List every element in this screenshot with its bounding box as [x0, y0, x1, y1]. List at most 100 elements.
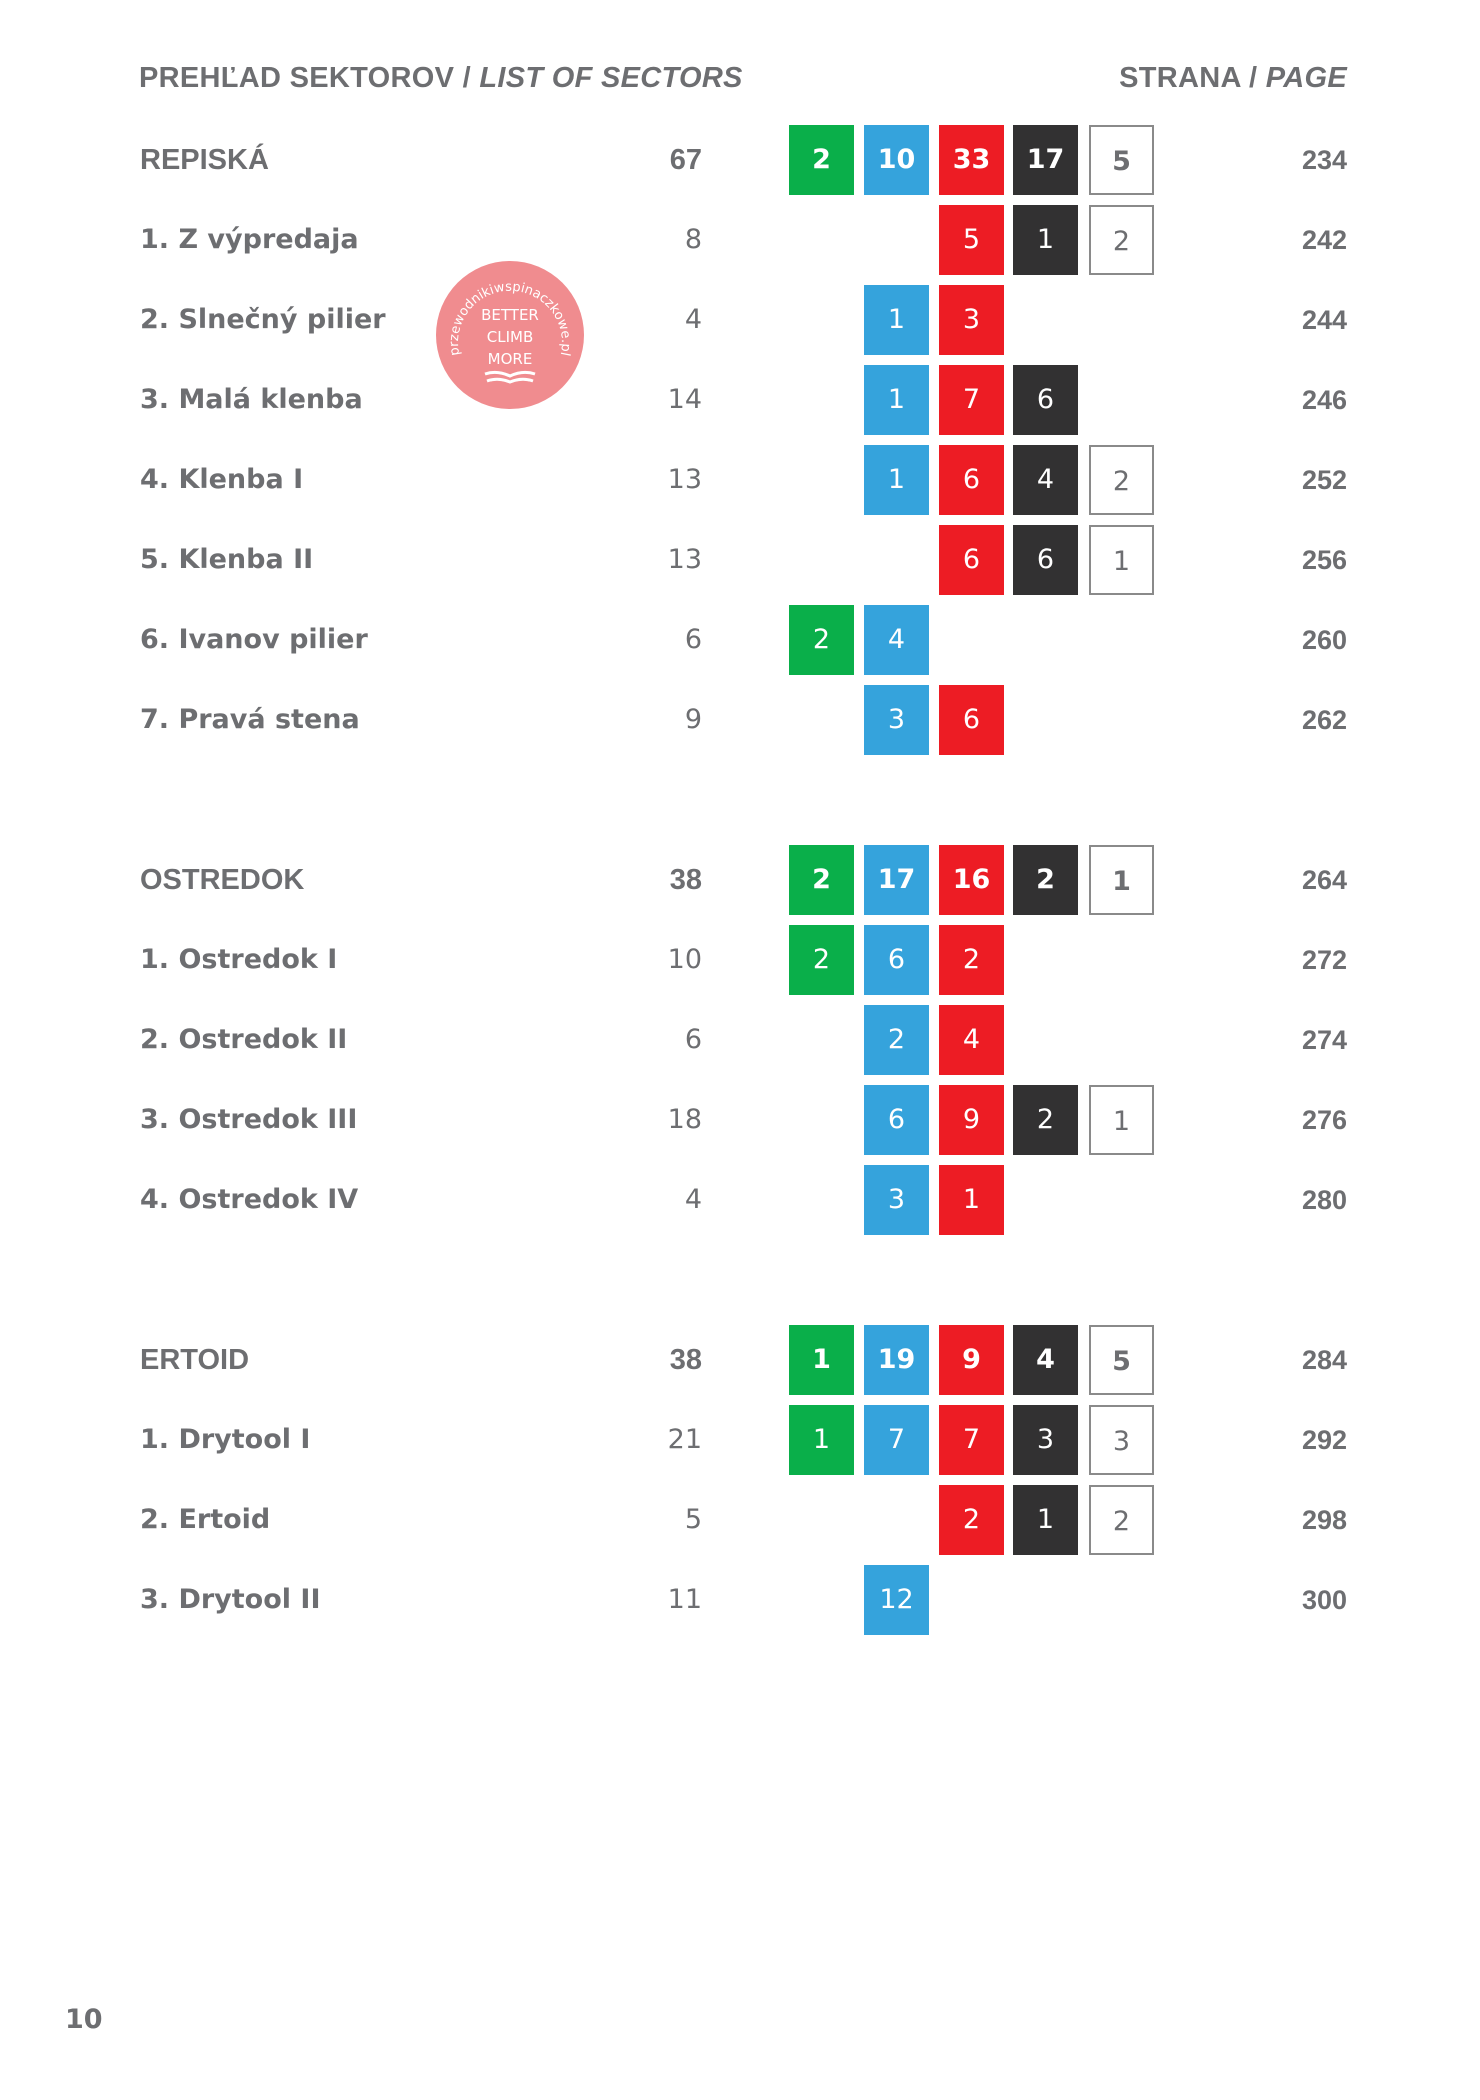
grade-box-white: 5 — [1089, 1325, 1154, 1395]
grade-box-red: 4 — [939, 1005, 1004, 1075]
grade-box-blue: 1 — [864, 445, 929, 515]
sector-row: 2. Ostredok II 6 2 4 274 — [0, 1005, 1480, 1075]
grade-box-black: 2 — [1013, 1085, 1078, 1155]
grade-box-black: 17 — [1013, 125, 1078, 195]
page-ref: 264 — [1301, 865, 1347, 895]
grade-box-red: 5 — [939, 205, 1004, 275]
route-count: 6 — [684, 624, 702, 655]
route-count: 10 — [667, 944, 702, 975]
grade-box-blue: 3 — [864, 1165, 929, 1235]
page-header-separator: / — [1249, 62, 1258, 94]
open-book-icon — [484, 370, 536, 384]
logo-circle — [436, 261, 584, 409]
grade-box-blue: 17 — [864, 845, 929, 915]
grade-box-red: 6 — [939, 445, 1004, 515]
grade-box-black: 6 — [1013, 365, 1078, 435]
page-column-header: STRANA / PAGE — [1119, 62, 1347, 95]
sector-name: 2. Slnečný pilier — [140, 304, 386, 335]
sector-name: 6. Ivanov pilier — [140, 624, 368, 655]
sector-name: 3. Malá klenba — [140, 384, 363, 415]
page-ref: 252 — [1301, 465, 1347, 495]
grade-box-red: 16 — [939, 845, 1004, 915]
sector-row: 3. Drytool II 11 12 300 — [0, 1565, 1480, 1635]
grade-box-red: 7 — [939, 1405, 1004, 1475]
grade-box-blue: 6 — [864, 1085, 929, 1155]
section-row: ERTOID 38 1 19 9 4 5 284 — [0, 1325, 1480, 1395]
sector-row: 7. Pravá stena 9 3 6 262 — [0, 685, 1480, 755]
grade-box-blue: 3 — [864, 685, 929, 755]
grade-box-white: 2 — [1089, 205, 1154, 275]
grade-box-red: 9 — [939, 1325, 1004, 1395]
grade-box-black: 1 — [1013, 1485, 1078, 1555]
route-count: 6 — [684, 1024, 702, 1055]
page-ref: 234 — [1301, 145, 1347, 175]
grade-box-red: 33 — [939, 125, 1004, 195]
grade-box-white: 1 — [1089, 845, 1154, 915]
sector-name: 5. Klenba II — [140, 544, 314, 575]
sector-name: 2. Ertoid — [140, 1504, 271, 1535]
grade-box-red: 1 — [939, 1165, 1004, 1235]
grade-box-red: 3 — [939, 285, 1004, 355]
sector-row: 3. Malá klenba 14 1 7 6 246 — [0, 365, 1480, 435]
route-count: 4 — [684, 1184, 702, 1215]
grade-box-black: 4 — [1013, 445, 1078, 515]
section-name: OSTREDOK — [140, 864, 305, 896]
grade-box-red: 6 — [939, 685, 1004, 755]
sector-name: 1. Z výpredaja — [140, 224, 359, 255]
sector-row: 6. Ivanov pilier 6 2 4 260 — [0, 605, 1480, 675]
page-ref: 260 — [1301, 625, 1347, 655]
grade-box-red: 2 — [939, 1485, 1004, 1555]
page-ref: 246 — [1301, 385, 1347, 415]
route-count: 11 — [667, 1584, 702, 1615]
route-count: 4 — [684, 304, 702, 335]
page-ref: 274 — [1301, 1025, 1347, 1055]
title-separator: / — [462, 62, 471, 94]
sector-row: 5. Klenba II 13 6 6 1 256 — [0, 525, 1480, 595]
page-ref: 276 — [1301, 1105, 1347, 1135]
section-row: REPISKÁ 67 2 10 33 17 5 234 — [0, 125, 1480, 195]
page-header-en: PAGE — [1265, 62, 1347, 94]
grade-box-black: 1 — [1013, 205, 1078, 275]
sector-name: 3. Drytool II — [140, 1584, 321, 1615]
page-ref: 284 — [1301, 1345, 1347, 1375]
page-ref: 292 — [1301, 1425, 1347, 1455]
grade-box-red: 7 — [939, 365, 1004, 435]
grade-box-white: 5 — [1089, 125, 1154, 195]
sector-name: 1. Ostredok I — [140, 944, 338, 975]
grade-box-green: 2 — [789, 125, 854, 195]
grade-box-green: 1 — [789, 1405, 854, 1475]
grade-box-blue: 4 — [864, 605, 929, 675]
grade-box-white: 3 — [1089, 1405, 1154, 1475]
page-ref: 242 — [1301, 225, 1347, 255]
sector-row: 3. Ostredok III 18 6 9 2 1 276 — [0, 1085, 1480, 1155]
route-count: 5 — [684, 1504, 702, 1535]
grade-box-green: 2 — [789, 845, 854, 915]
sector-name: 2. Ostredok II — [140, 1024, 348, 1055]
page-ref: 300 — [1301, 1585, 1347, 1615]
sector-row: 1. Ostredok I 10 2 6 2 272 — [0, 925, 1480, 995]
route-count: 14 — [667, 384, 702, 415]
page-ref: 272 — [1301, 945, 1347, 975]
grade-box-blue: 7 — [864, 1405, 929, 1475]
page-ref: 262 — [1301, 705, 1347, 735]
grade-box-blue: 1 — [864, 285, 929, 355]
logo-line: BETTER — [481, 306, 539, 324]
grade-box-white: 2 — [1089, 445, 1154, 515]
sector-name: 7. Pravá stena — [140, 704, 360, 735]
grade-box-blue: 19 — [864, 1325, 929, 1395]
sector-row: 1. Drytool I 21 1 7 7 3 3 292 — [0, 1405, 1480, 1475]
grade-box-white: 1 — [1089, 525, 1154, 595]
logo-line: MORE — [488, 350, 533, 368]
route-count: 13 — [667, 544, 702, 575]
grade-box-black: 6 — [1013, 525, 1078, 595]
route-count: 38 — [669, 864, 702, 896]
sector-row: 1. Z výpredaja 8 5 1 2 242 — [0, 205, 1480, 275]
grade-box-black: 3 — [1013, 1405, 1078, 1475]
sector-row: 4. Ostredok IV 4 3 1 280 — [0, 1165, 1480, 1235]
title-sk: PREHĽAD SEKTOROV — [139, 62, 455, 94]
page-ref: 298 — [1301, 1505, 1347, 1535]
grade-box-red: 9 — [939, 1085, 1004, 1155]
grade-box-blue: 12 — [864, 1565, 929, 1635]
page-ref: 244 — [1301, 305, 1347, 335]
route-count: 18 — [667, 1104, 702, 1135]
